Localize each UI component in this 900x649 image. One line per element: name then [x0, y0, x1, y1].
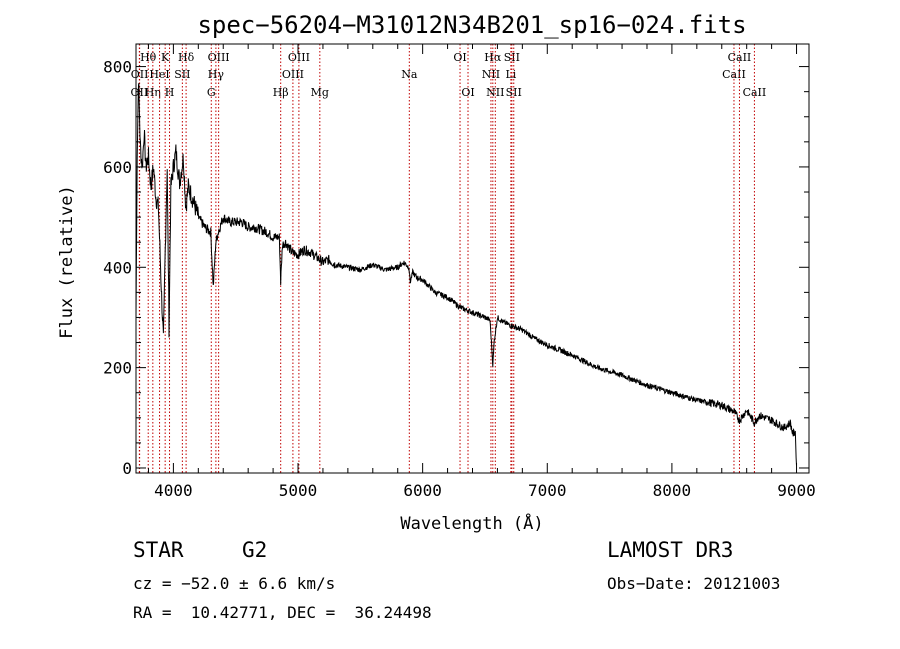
survey-name: LAMOST DR3 — [607, 538, 734, 562]
line-marker-label: SII — [506, 86, 522, 99]
x-tick-label: 6000 — [403, 481, 442, 500]
line-marker-label: OI — [453, 51, 466, 64]
line-marker-label: Hβ — [273, 86, 289, 99]
x-tick-label: 4000 — [154, 481, 193, 500]
line-marker-label: Hγ — [208, 68, 225, 81]
axes: 4000 5000 6000 7000 8000 9000 0 200 400 600 800 — [103, 44, 816, 500]
line-marker-label: CaII — [743, 86, 767, 99]
line-marker-label: HeI — [149, 68, 169, 81]
y-tick-label: 800 — [103, 58, 132, 77]
x-tick-label: 9000 — [777, 481, 816, 500]
plot-frame — [135, 43, 810, 474]
line-marker-label: Mg — [311, 86, 329, 99]
line-marker-label: Hα — [484, 51, 502, 64]
redshift-cz: cz = −52.0 ± 6.6 km/s — [133, 574, 336, 593]
y-tick-label: 400 — [103, 258, 132, 277]
line-marker-label: Hθ — [140, 51, 157, 64]
line-marker-label: OII — [131, 68, 149, 81]
line-marker-label: OI — [461, 86, 474, 99]
obs-date: Obs−Date: 20121003 — [607, 574, 781, 593]
line-marker-label: H — [165, 86, 175, 99]
line-marker-label: NII — [486, 86, 504, 99]
line-marker-label: CaII — [722, 68, 746, 81]
line-marker-label: CaII — [728, 51, 752, 64]
x-tick-label: 5000 — [279, 481, 318, 500]
chart-title: spec−56204−M31012N34B201_sp16−024.fits — [197, 11, 746, 39]
line-marker-label: Li — [505, 68, 516, 81]
line-marker-label: Hη — [145, 86, 161, 99]
line-marker-label: G — [207, 86, 216, 99]
subclass: G2 — [242, 538, 268, 562]
y-tick-label: 0 — [122, 459, 132, 478]
line-marker-label: OIII — [208, 51, 230, 64]
object-class: STAR — [133, 538, 184, 562]
line-marker-label: SII — [174, 68, 190, 81]
x-tick-label: 7000 — [528, 481, 567, 500]
line-marker-label: Hδ — [178, 51, 195, 64]
line-marker-label: OIII — [288, 51, 310, 64]
line-marker-label: Na — [401, 68, 418, 81]
y-axis-label: Flux (relative) — [57, 185, 77, 339]
line-marker-label: K — [161, 51, 170, 64]
line-marker-label: NII — [482, 68, 500, 81]
line-markers: OIIOIIHθHηHeIKHSIIHδGHγOIIIHβOIIIOIIIMgN… — [131, 44, 767, 473]
coordinates: RA = 10.42771, DEC = 36.24498 — [133, 603, 432, 622]
spectrum-series — [135, 83, 797, 466]
spectrum-line — [135, 83, 797, 466]
x-tick-label: 8000 — [653, 481, 692, 500]
line-marker-label: SII — [504, 51, 520, 64]
y-tick-label: 600 — [103, 158, 132, 177]
x-axis-label: Wavelength (Å) — [400, 512, 543, 534]
line-marker-label: OIII — [282, 68, 304, 81]
y-tick-label: 200 — [103, 359, 132, 378]
